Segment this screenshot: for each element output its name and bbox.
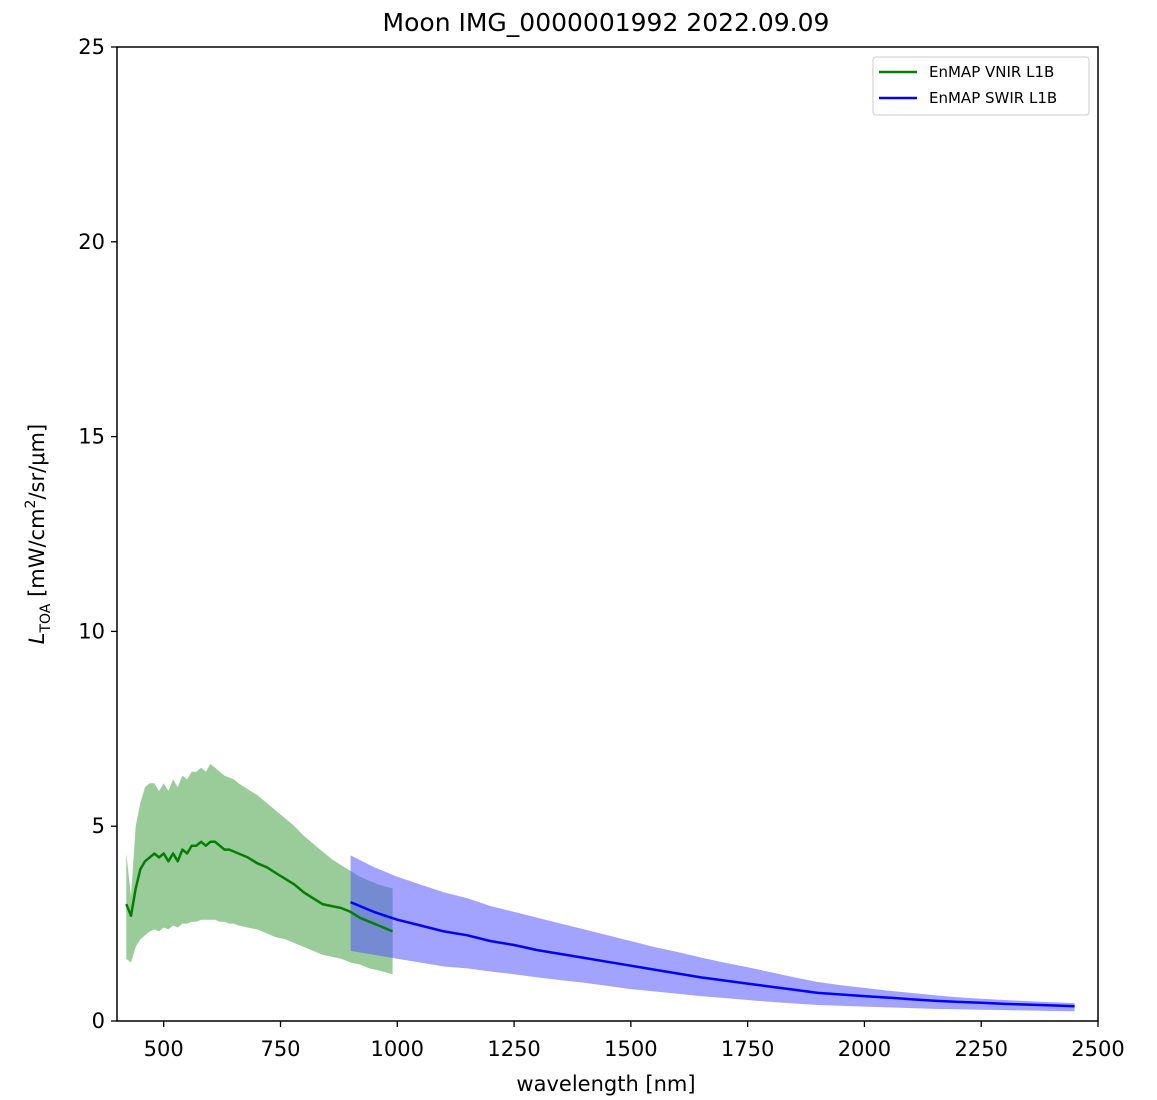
y-axis: 0 5 10 15 20 25 <box>78 35 117 1033</box>
legend-box <box>872 56 1090 116</box>
x-tick-label: 1250 <box>487 1037 540 1061</box>
x-tick-label: 500 <box>144 1037 184 1061</box>
y-tick-label: 25 <box>78 35 105 59</box>
uncertainty-band-2 <box>350 855 1075 1012</box>
series-line-1 <box>125 840 394 933</box>
y-axis-label-units: [mW/cm <box>25 508 49 603</box>
x-axis: 500 750 1000 1250 1500 1750 2000 2250 2500 <box>144 1021 1125 1061</box>
x-tick-label: 750 <box>260 1037 300 1061</box>
uncertainty-band-1 <box>126 763 393 975</box>
x-tick-label: 2500 <box>1071 1037 1124 1061</box>
x-tick-label: 1000 <box>371 1037 424 1061</box>
legend-label-2: EnMAP SWIR L1B <box>929 89 1057 107</box>
x-tick-label: 2000 <box>838 1037 891 1061</box>
legend-label-1: EnMAP VNIR L1B <box>929 63 1054 81</box>
plot-frame <box>116 46 1099 1022</box>
y-tick-label: 15 <box>78 425 105 449</box>
y-tick-label: 5 <box>92 814 105 838</box>
x-tick-label: 1500 <box>604 1037 657 1061</box>
y-axis-label: LTOA [mW/cm2/sr/μm] <box>23 424 54 644</box>
x-tick-label: 2250 <box>954 1037 1007 1061</box>
y-axis-label-units-suffix: /sr/μm] <box>25 424 49 500</box>
y-tick-label: 0 <box>92 1009 105 1033</box>
y-tick-label: 10 <box>78 619 105 643</box>
y-axis-label-symbol: L <box>25 633 49 645</box>
y-tick-label: 20 <box>78 230 105 254</box>
uncertainty-bands <box>126 763 1075 1012</box>
chart-title: Moon IMG_0000001992 2022.09.09 <box>383 8 830 37</box>
x-tick-label: 1750 <box>721 1037 774 1061</box>
y-axis-label-subscript: TOA <box>38 603 54 633</box>
y-axis-label-units-superscript: 2 <box>23 500 39 509</box>
x-axis-label: wavelength [nm] <box>516 1072 695 1096</box>
series-lines <box>125 840 1075 1008</box>
legend: EnMAP VNIR L1B EnMAP SWIR L1B <box>872 56 1090 116</box>
series-line-2 <box>350 901 1075 1008</box>
